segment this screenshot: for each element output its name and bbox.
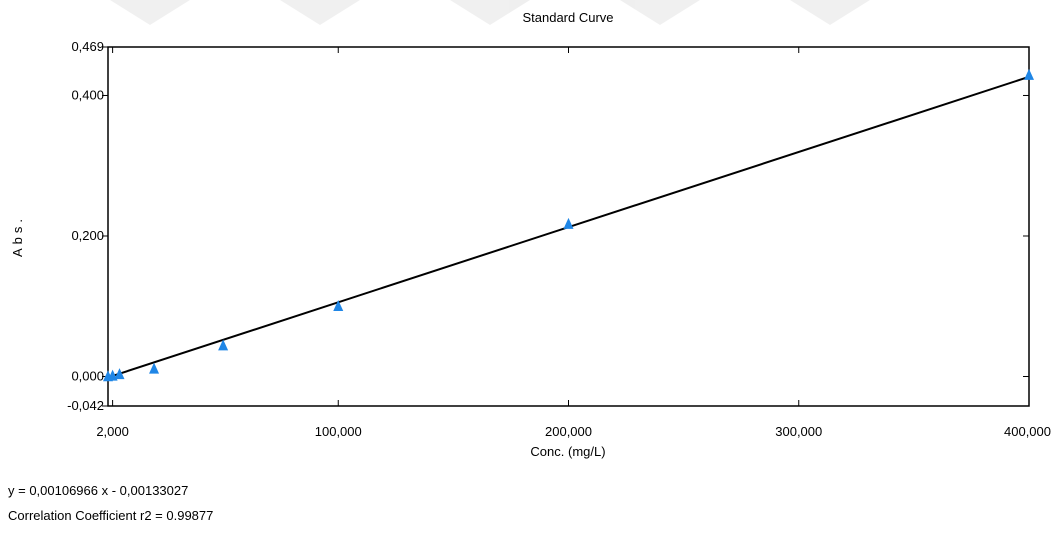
y-axis-title: Abs. (10, 215, 25, 257)
x-tick-label: 300,000 (775, 424, 822, 439)
x-tick-label: 2,000 (96, 424, 129, 439)
y-tick-label: -0,042 (67, 398, 104, 413)
regression-equation: y = 0,00106966 x - 0,00133027 (8, 483, 189, 498)
y-tick-label: 0,400 (71, 87, 104, 102)
data-point-marker (333, 300, 344, 312)
correlation-coefficient: Correlation Coefficient r2 = 0.99877 (8, 508, 214, 523)
x-axis-title: Conc. (mg/L) (530, 444, 605, 459)
data-point-marker (1024, 68, 1034, 80)
background-watermark (110, 0, 870, 25)
data-point-marker (114, 368, 125, 380)
x-axis: 2,000 100,000 200,000 300,000 400,000 (96, 47, 1051, 439)
x-tick-label: 100,000 (315, 424, 362, 439)
chart-title: Standard Curve (522, 10, 613, 25)
y-tick-label: 0,000 (71, 368, 104, 383)
data-point-marker (218, 339, 229, 351)
data-points (103, 68, 1034, 382)
data-point-marker (563, 217, 574, 229)
data-point-marker (149, 362, 160, 374)
y-tick-label: 0,469 (71, 39, 104, 54)
x-tick-label: 400,000 (1004, 424, 1051, 439)
y-axis: 0,469 0,400 0,200 0,000 -0,042 (67, 39, 1029, 413)
x-tick-label: 200,000 (545, 424, 592, 439)
data-point-marker (107, 369, 118, 381)
y-tick-label: 0,200 (71, 228, 104, 243)
